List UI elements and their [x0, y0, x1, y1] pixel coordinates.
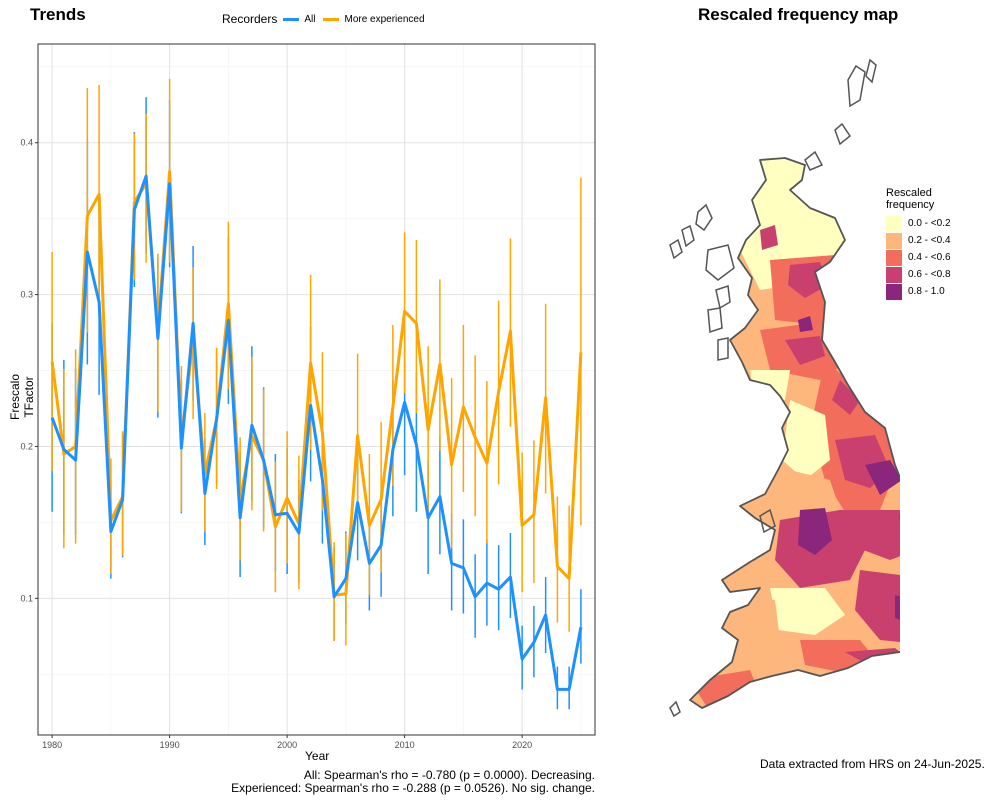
map-legend-swatch	[886, 215, 902, 232]
y-axis-title: Frescalo TFactor	[8, 374, 36, 421]
x-tick-label: 2020	[512, 740, 532, 750]
map-legend-row: 0.6 - <0.8	[886, 266, 951, 283]
map-legend-swatch	[886, 266, 902, 283]
x-tick-label: 2010	[395, 740, 415, 750]
map-legend-label: 0.4 - <0.6	[908, 252, 951, 263]
legend-swatch-all	[283, 17, 300, 21]
x-axis-title: Year	[305, 749, 330, 763]
legend-label-experienced: More experienced	[344, 13, 425, 25]
y-tick-label: 0.1	[20, 593, 33, 603]
map-legend-label: 0.8 - 1.0	[908, 286, 945, 297]
map-legend-swatch	[886, 249, 902, 266]
plot-border	[37, 43, 596, 736]
map-title: Rescaled frequency map	[698, 5, 899, 24]
map-legend-label: 0.0 - <0.2	[908, 218, 951, 229]
map-legend-row: 0.2 - <0.4	[886, 232, 951, 249]
legend-title: Recorders	[222, 12, 278, 26]
y-tick-label: 0.4	[20, 138, 33, 148]
map-legend-title-line1: Rescaled	[886, 187, 932, 199]
map-legend-row: 0.0 - <0.2	[886, 215, 951, 232]
map-legend-row: 0.8 - 1.0	[886, 283, 951, 300]
trends-title: Trends	[30, 5, 86, 24]
map-legend-label: 0.6 - <0.8	[908, 269, 951, 280]
map-legend-swatch	[886, 232, 902, 249]
data-source-note: Data extracted from HRS on 24-Jun-2025.	[760, 757, 985, 771]
map-islands	[669, 58, 877, 718]
map-coastline	[689, 157, 900, 709]
legend-label-all: All	[304, 13, 316, 25]
legend-entry-experienced: More experienced	[323, 13, 425, 25]
map-legend-title: Rescaled frequency	[886, 187, 951, 211]
map-legend-title-line2: frequency	[886, 199, 935, 211]
y-tick-label: 0.3	[20, 290, 33, 300]
map-legend: Rescaled frequency 0.0 - <0.2 0.2 - <0.4…	[886, 187, 951, 300]
series-line-all	[50, 174, 583, 691]
stat-experienced: Experienced: Spearman's rho = -0.288 (p …	[231, 781, 595, 795]
frequency-map	[669, 58, 900, 718]
x-tick-label: 1990	[160, 740, 180, 750]
map-legend-swatch	[886, 283, 902, 300]
map-legend-row: 0.4 - <0.6	[886, 249, 951, 266]
y-tick-label: 0.2	[20, 441, 33, 451]
series-legend: Recorders All More experienced	[222, 12, 433, 26]
map-legend-label: 0.2 - <0.4	[908, 235, 951, 246]
stat-all: All: Spearman's rho = -0.780 (p = 0.0000…	[303, 768, 595, 782]
legend-entry-all: All	[283, 14, 315, 25]
x-tick-label: 1980	[42, 740, 62, 750]
x-tick-label: 2000	[277, 740, 297, 750]
map-fill	[690, 158, 900, 708]
legend-swatch-experienced	[323, 17, 340, 21]
trend-chart: 0.1 0.2 0.3 0.4 1980 1990 2000 2010 2020	[20, 43, 596, 750]
